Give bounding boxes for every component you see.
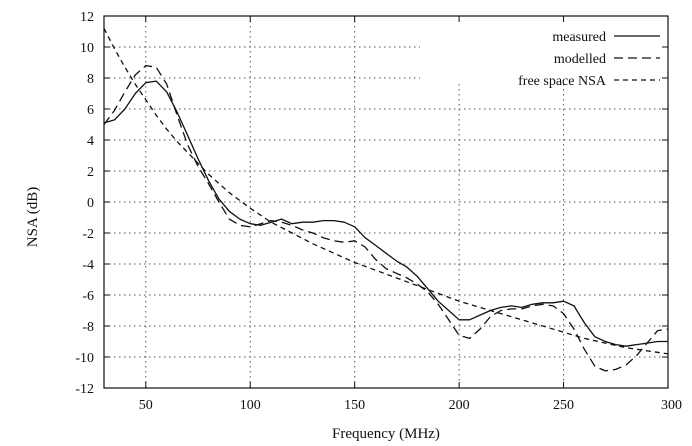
y-axis-label: NSA (dB) xyxy=(25,187,41,247)
legend-label-modelled: modelled xyxy=(554,52,606,67)
y-tick-label: 2 xyxy=(87,165,94,180)
y-tick-label: -4 xyxy=(82,258,94,273)
legend-label-measured: measured xyxy=(552,30,606,45)
y-tick-label: -10 xyxy=(75,351,94,366)
x-tick-label: 250 xyxy=(553,398,574,413)
series-lines xyxy=(103,28,669,372)
tick-marks xyxy=(104,15,669,389)
x-tick-label: 200 xyxy=(449,398,470,413)
y-tick-label: -12 xyxy=(75,382,94,397)
y-tick-label: 4 xyxy=(87,134,94,149)
y-tick-labels: -12 -10 -8 -6 -4 -2 0 2 4 6 8 10 12 xyxy=(75,10,94,397)
y-tick-label: 6 xyxy=(87,103,94,118)
grid-lines xyxy=(104,16,668,388)
x-tick-labels: 50 100 150 200 250 300 xyxy=(139,398,682,413)
series-line-modelled xyxy=(103,64,669,372)
x-tick-label: 50 xyxy=(139,398,153,413)
y-tick-label: 8 xyxy=(87,72,94,87)
y-tick-label: 12 xyxy=(80,10,94,25)
x-tick-label: 300 xyxy=(661,398,682,413)
legend-label-free-space-nsa: free space NSA xyxy=(518,74,607,89)
plot-frame xyxy=(103,15,669,389)
y-tick-label: -2 xyxy=(82,227,94,242)
x-tick-label: 100 xyxy=(240,398,261,413)
y-tick-label: 0 xyxy=(87,196,94,211)
y-tick-label: -8 xyxy=(82,320,94,335)
series-line-measured xyxy=(103,80,668,347)
y-tick-label: -6 xyxy=(82,289,94,304)
x-axis-label: Frequency (MHz) xyxy=(332,426,440,442)
x-tick-label: 150 xyxy=(344,398,365,413)
legend: measured modelled free space NSA xyxy=(518,30,660,89)
y-tick-label: 10 xyxy=(80,41,94,56)
